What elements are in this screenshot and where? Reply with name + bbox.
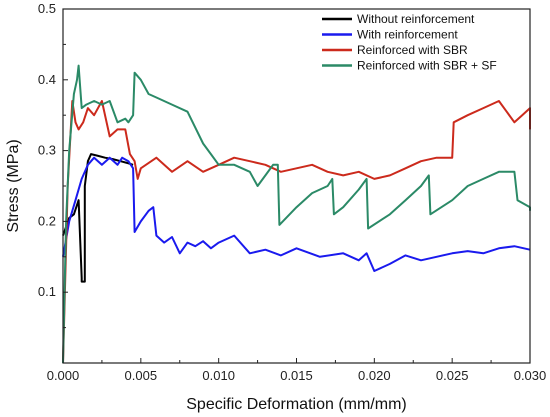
x-tick-label: 0.030 (514, 368, 547, 383)
series-layer (62, 64, 531, 364)
x-tick-label: 0.000 (47, 368, 80, 383)
y-tick-label: 0.3 (38, 143, 56, 158)
x-tick-label: 0.010 (202, 368, 235, 383)
y-axis-title: Stress (MPa) (5, 139, 22, 232)
x-tick-label: 0.025 (436, 368, 469, 383)
series-line-4 (62, 64, 531, 364)
x-axis-title: Specific Deformation (mm/mm) (186, 396, 406, 413)
axes-layer: 0.000 0.005 0.010 0.015 0.020 0.025 0.030 0.1 0.… (38, 1, 546, 383)
series-line-2 (62, 156, 531, 272)
y-tick-label: 0.1 (38, 284, 56, 299)
x-tick-label: 0.015 (280, 368, 313, 383)
legend-label-3: Reinforced with SBR (357, 43, 468, 57)
series-line-1 (62, 153, 134, 283)
legend-label-1: Without reinforcement (357, 12, 475, 26)
y-tick-label: 0.2 (38, 213, 56, 228)
legend-label-4: Reinforced with SBR + SF (357, 59, 497, 73)
x-tick-label: 0.005 (125, 368, 158, 383)
y-tick-label: 0.4 (38, 72, 56, 87)
plot-area (63, 9, 530, 363)
y-tick-label: 0.5 (38, 1, 56, 16)
x-tick-label: 0.020 (358, 368, 391, 383)
series-line-3 (62, 100, 531, 364)
plot-background (63, 9, 530, 363)
legend-label-2: With reinforcement (357, 28, 458, 42)
